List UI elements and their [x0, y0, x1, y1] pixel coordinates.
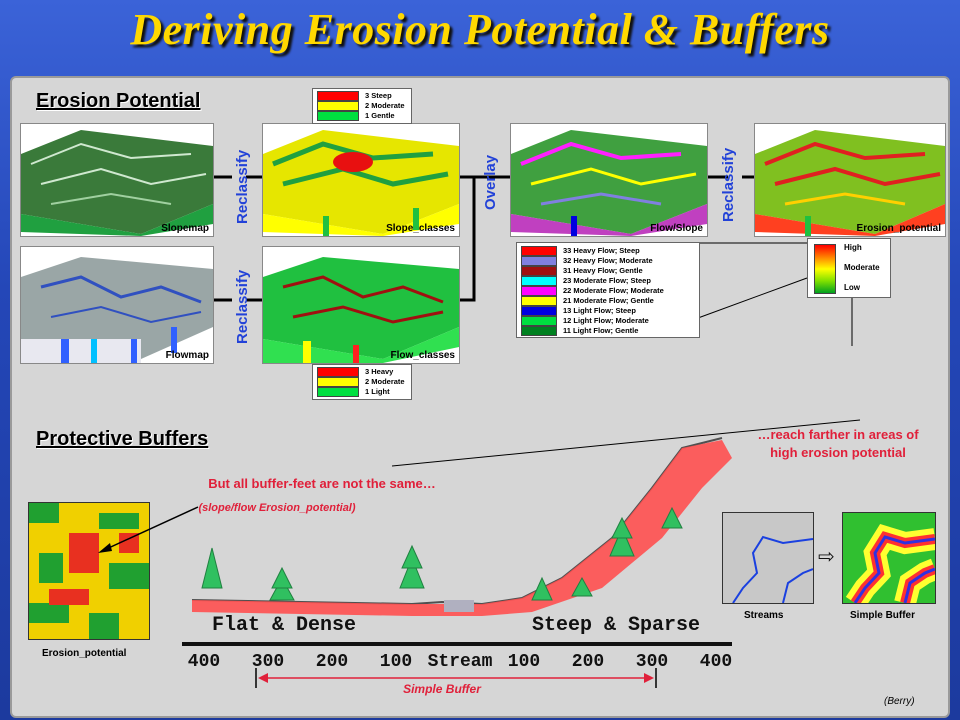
- flow-slope-legend-swatch: [521, 256, 557, 266]
- axis-tick-label: 300: [252, 652, 284, 668]
- slope-legend-swatch: [317, 91, 359, 101]
- streams-caption: Streams: [744, 610, 784, 621]
- axis-tick-label: 400: [188, 652, 220, 668]
- axis-tick-label: 400: [700, 652, 732, 668]
- distance-axis: 400 300 200 100 Stream 100 200 300 400: [188, 652, 732, 668]
- axis-tick-label: 200: [316, 652, 348, 668]
- flowmap-caption: Flowmap: [165, 350, 209, 361]
- steep-sparse-label: Steep & Sparse: [532, 614, 700, 637]
- flow-classes-image: Flow_classes: [262, 246, 460, 364]
- flow-slope-legend-label: 33 Heavy Flow; Steep: [563, 246, 640, 255]
- overlay-label: Overlay: [482, 154, 499, 210]
- flow-slope-legend-label: 12 Light Flow; Moderate: [563, 316, 649, 325]
- axis-tick-label: 200: [572, 652, 604, 668]
- simple-buffer-label: Simple Buffer: [403, 682, 481, 696]
- reach-note: …reach farther in areas of high erosion …: [757, 427, 919, 460]
- flow-legend: 3 Heavy 2 Moderate 1 Light: [312, 364, 412, 400]
- slopemap-caption: Slopemap: [161, 223, 209, 234]
- protective-buffers-header: Protective Buffers: [36, 428, 209, 450]
- reclassify-final-label: Reclassify: [720, 147, 737, 222]
- flow-slope-legend-label: 32 Heavy Flow; Moderate: [563, 256, 653, 265]
- erosion-potential-image: Erosion_potential: [754, 123, 946, 237]
- flow-slope-legend: 33 Heavy Flow; Steep 32 Heavy Flow; Moder…: [516, 242, 700, 338]
- flow-slope-legend-swatch: [521, 266, 557, 276]
- flow-slope-legend-swatch: [521, 296, 557, 306]
- flow-legend-swatch: [317, 377, 359, 387]
- slope-legend: 3 Steep 2 Moderate 1 Gentle: [312, 88, 412, 124]
- flow-slope-legend-label: 23 Moderate Flow; Steep: [563, 276, 651, 285]
- slope-legend-swatch: [317, 111, 359, 121]
- flow-slope-legend-swatch: [521, 276, 557, 286]
- flow-slope-caption: Flow/Slope: [650, 223, 703, 234]
- flow-slope-image: Flow/Slope: [510, 123, 708, 237]
- streams-map: [722, 512, 814, 604]
- flow-legend-swatch: [317, 367, 359, 377]
- flow-slope-legend-label: 11 Light Flow; Gentle: [563, 326, 639, 335]
- erosion-legend-ramp: [814, 244, 836, 294]
- erosion-legend-low: Low: [844, 283, 860, 292]
- pointer-arrow: [98, 506, 199, 553]
- slopemap-image: Slopemap: [20, 123, 214, 237]
- flow-slope-legend-swatch: [521, 246, 557, 256]
- content-panel: Erosion Potential Slopemap: [10, 76, 950, 718]
- erosion-potential-header: Erosion Potential: [36, 90, 201, 112]
- flow-classes-caption: Flow_classes: [390, 350, 455, 361]
- diagonal-connector: [392, 419, 861, 467]
- simple-buffer-caption: Simple Buffer: [850, 610, 916, 621]
- simple-buffer-map: [842, 512, 936, 604]
- page-title: Deriving Erosion Potential & Buffers: [130, 5, 830, 54]
- flow-slope-legend-swatch: [521, 286, 557, 296]
- flow-slope-legend-swatch: [521, 326, 557, 336]
- erosion-legend: High Moderate Low: [807, 238, 891, 298]
- axis-tick-label: 300: [636, 652, 668, 668]
- axis-tick-label: Stream: [428, 652, 493, 668]
- erosion-potential-small-map: [28, 502, 150, 640]
- slope-classes-caption: Slope_classes: [386, 223, 455, 234]
- flow-slope-legend-label: 13 Light Flow; Steep: [563, 306, 636, 315]
- axis-tick-label: 100: [508, 652, 540, 668]
- flow-slope-legend-label: 21 Moderate Flow; Gentle: [563, 296, 654, 305]
- flow-legend-row: 3 Heavy: [313, 367, 411, 377]
- flow-slope-legend-swatch: [521, 316, 557, 326]
- reclassify-flow-label: Reclassify: [234, 269, 251, 344]
- flow-legend-row: 2 Moderate: [313, 377, 411, 387]
- flow-slope-legend-swatch: [521, 306, 557, 316]
- erosion-small-map-caption: Erosion_potential: [42, 648, 127, 659]
- slope-legend-row: 1 Gentle: [313, 111, 411, 121]
- slope-legend-row: 2 Moderate: [313, 101, 411, 111]
- flow-slope-legend-label: 31 Heavy Flow; Gentle: [563, 266, 643, 275]
- flow-legend-label: 1 Light: [365, 387, 390, 396]
- buffer-note-sub: (slope/flow Erosion_potential): [198, 502, 356, 514]
- slope-legend-row: 3 Steep: [313, 91, 411, 101]
- simple-buffer-arrow: [255, 668, 657, 688]
- flowmap-image: Flowmap: [20, 246, 214, 364]
- slope-legend-swatch: [317, 101, 359, 111]
- flow-slope-legend-label: 22 Moderate Flow; Moderate: [563, 286, 664, 295]
- flow-legend-label: 2 Moderate: [365, 377, 405, 386]
- flow-legend-row: 1 Light: [313, 387, 411, 397]
- flat-dense-label: Flat & Dense: [212, 614, 356, 637]
- flow-legend-swatch: [317, 387, 359, 397]
- arrow-right-icon: ⇨: [818, 546, 835, 568]
- credit-text: (Berry): [884, 696, 915, 707]
- buffer-cross-section: Flat & Dense Steep & Sparse 400 300 200 100…: [182, 437, 732, 668]
- slope-legend-label: 2 Moderate: [365, 101, 405, 110]
- slope-classes-image: Slope_classes: [262, 123, 460, 237]
- slope-legend-label: 1 Gentle: [365, 111, 395, 120]
- slope-legend-label: 3 Steep: [365, 91, 392, 100]
- erosion-legend-high: High: [844, 243, 862, 252]
- reclassify-slope-label: Reclassify: [234, 149, 251, 224]
- buffer-note-main: But all buffer-feet are not the same…: [208, 476, 436, 491]
- flow-legend-label: 3 Heavy: [365, 367, 394, 376]
- erosion-legend-moderate: Moderate: [844, 263, 880, 272]
- erosion-potential-caption: Erosion_potential: [856, 223, 941, 234]
- axis-tick-label: 100: [380, 652, 412, 668]
